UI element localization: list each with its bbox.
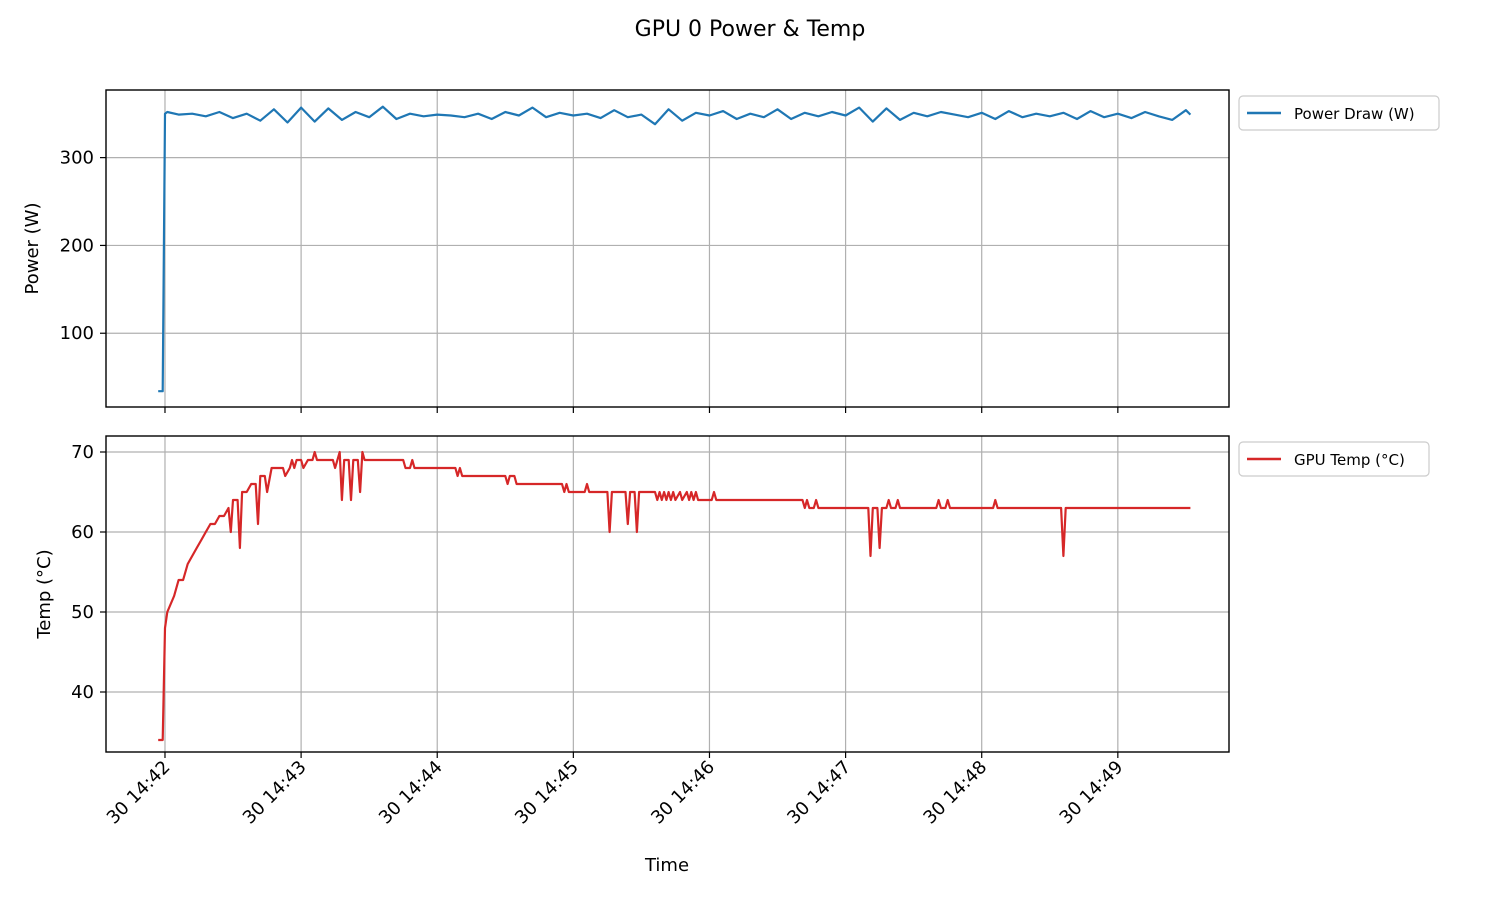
x-tick-label: 30 14:48 [919,757,991,829]
legend-label: Power Draw (W) [1294,105,1415,123]
series-line-power [158,105,1192,393]
y-tick-label: 40 [71,682,94,703]
x-tick-label: 30 14:44 [375,757,447,829]
x-tick-label: 30 14:43 [239,757,311,829]
plot-frame [105,435,1230,753]
x-tick-label: 30 14:46 [647,757,719,829]
y-tick-label: 70 [71,442,94,463]
x-tick-label: 30 14:47 [783,757,855,829]
y-tick-label: 50 [71,602,94,623]
x-tick-label: 30 14:49 [1056,757,1128,829]
y-tick-label: 200 [60,235,94,256]
chart-title: GPU 0 Power & Temp [635,17,866,42]
y-axis-label: Temp (°C) [34,549,55,639]
y-axis-label: Power (W) [22,203,43,295]
x-tick-label: 30 14:45 [511,757,583,829]
legend: Power Draw (W) [1238,95,1440,131]
x-axis-label: Time [644,855,689,876]
plot-frame [105,89,1230,408]
y-tick-label: 60 [71,522,94,543]
legend-box [1238,95,1440,131]
legend: GPU Temp (°C) [1238,441,1430,477]
legend-label: GPU Temp (°C) [1294,451,1405,469]
power-subplot: 100 200 300 Power (W) Power Draw (W) [22,89,1440,413]
legend-box [1238,441,1430,477]
x-tick-label: 30 14:42 [103,757,175,829]
temp-subplot: 40 50 60 70 30 14:42 30 14:43 30 14:44 30 14:45… [34,435,1430,829]
y-tick-label: 100 [60,323,94,344]
y-tick-label: 300 [60,148,94,169]
series-line-temp [158,450,1191,742]
